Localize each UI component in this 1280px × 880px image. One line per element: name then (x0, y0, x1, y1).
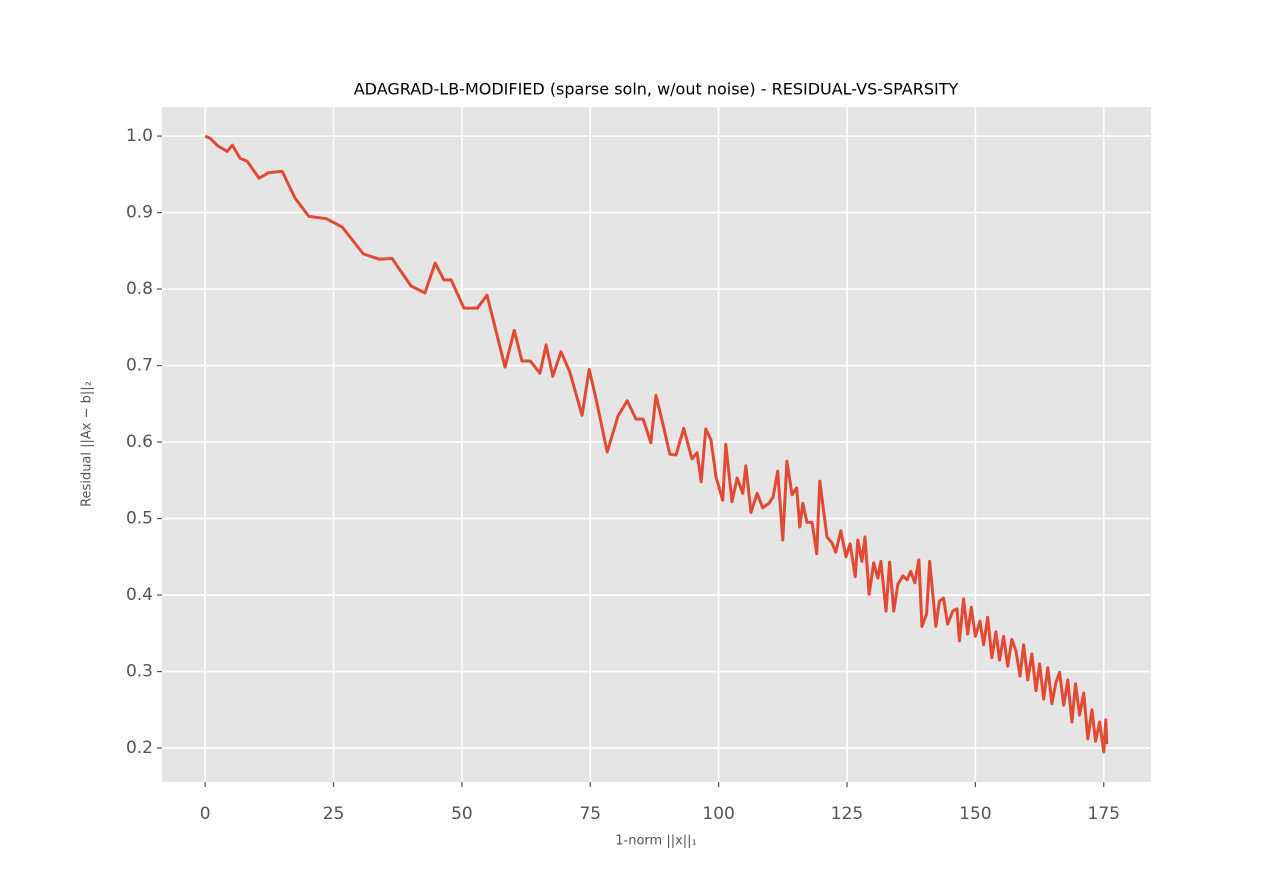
y-tick-label: 0.2 (126, 738, 153, 758)
x-tick-label: 50 (451, 804, 473, 824)
x-tick-label: 75 (579, 804, 601, 824)
x-tick-label: 150 (959, 804, 991, 824)
x-tick-label: 100 (702, 804, 734, 824)
y-tick-label: 1.0 (126, 126, 153, 146)
x-tick-label: 175 (1088, 804, 1120, 824)
plot-area (162, 107, 1151, 782)
y-tick-label: 0.8 (126, 279, 153, 299)
x-tick-label: 0 (200, 804, 211, 824)
y-tick-label: 0.6 (126, 432, 153, 452)
x-axis-label: 1-norm ||x||₁ (615, 834, 697, 849)
chart-title: ADAGRAD-LB-MODIFIED (sparse soln, w/out … (354, 80, 959, 99)
data-line (204, 134, 1109, 754)
y-tick-label: 0.7 (126, 356, 153, 376)
x-tick-label: 25 (323, 804, 345, 824)
y-axis-label: Residual ||Ax − b||₂ (80, 381, 95, 507)
x-tick-label: 125 (831, 804, 863, 824)
y-tick-label: 0.9 (126, 203, 153, 223)
y-tick-label: 0.5 (126, 509, 153, 529)
y-tick-label: 0.4 (126, 585, 153, 605)
y-tick-label: 0.3 (126, 662, 153, 682)
